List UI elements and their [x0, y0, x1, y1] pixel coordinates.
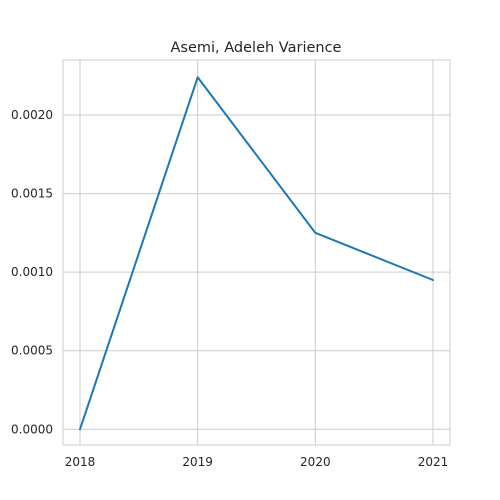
y-tick-label: 0.0000	[11, 422, 53, 436]
x-tick-label: 2018	[65, 455, 96, 469]
series-line	[79, 76, 434, 431]
chart-title: Asemi, Adeleh Varience	[171, 40, 342, 56]
y-tick-labels: 0.0000 0.0005 0.0010 0.0015 0.0020	[11, 108, 53, 436]
series-layer	[79, 76, 434, 431]
x-tick-label: 2020	[300, 455, 331, 469]
x-tick-label: 2021	[418, 455, 449, 469]
y-tick-label: 0.0020	[11, 108, 53, 122]
y-tick-label: 0.0010	[11, 265, 53, 279]
x-tick-labels: 2018 2019 2020 2021	[65, 455, 449, 469]
grid	[63, 60, 450, 445]
axes-frame	[62, 59, 451, 446]
y-tick-label: 0.0015	[11, 187, 53, 201]
y-tick-label: 0.0005	[11, 344, 53, 358]
x-tick-label: 2019	[182, 455, 213, 469]
